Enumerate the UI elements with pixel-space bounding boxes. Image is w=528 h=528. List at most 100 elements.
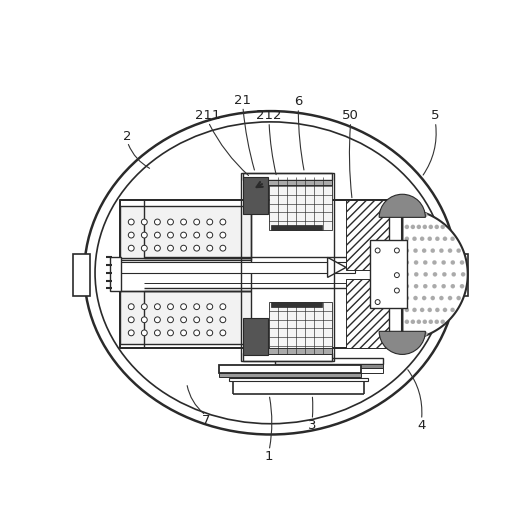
Circle shape — [207, 245, 213, 251]
Circle shape — [142, 330, 147, 336]
Circle shape — [181, 330, 186, 336]
Bar — [219, 373, 362, 377]
Circle shape — [181, 317, 186, 323]
Circle shape — [128, 245, 134, 251]
Text: 211: 211 — [195, 109, 221, 122]
Circle shape — [155, 317, 161, 323]
Circle shape — [405, 272, 409, 277]
Text: 4: 4 — [417, 419, 426, 432]
Circle shape — [128, 219, 134, 225]
Circle shape — [405, 332, 409, 336]
Bar — [241, 173, 334, 361]
Bar — [243, 353, 332, 361]
Bar — [271, 225, 322, 230]
Circle shape — [450, 237, 455, 241]
Circle shape — [167, 245, 173, 251]
Ellipse shape — [84, 111, 457, 435]
Circle shape — [443, 308, 447, 312]
Text: 7: 7 — [202, 414, 210, 427]
Circle shape — [142, 317, 147, 323]
Circle shape — [155, 232, 161, 238]
Circle shape — [220, 330, 226, 336]
Circle shape — [428, 308, 432, 312]
Bar — [243, 348, 332, 354]
Circle shape — [167, 317, 173, 323]
Circle shape — [414, 272, 418, 277]
Circle shape — [423, 260, 428, 265]
Circle shape — [451, 284, 455, 288]
Circle shape — [375, 248, 380, 253]
Circle shape — [207, 304, 213, 309]
Circle shape — [422, 296, 426, 300]
Circle shape — [417, 332, 421, 336]
Circle shape — [428, 237, 432, 241]
Bar — [219, 365, 362, 373]
Circle shape — [440, 319, 445, 324]
Ellipse shape — [95, 122, 446, 423]
Bar — [243, 177, 268, 214]
Circle shape — [405, 319, 409, 324]
Circle shape — [443, 237, 447, 241]
Circle shape — [142, 304, 147, 309]
Circle shape — [155, 330, 161, 336]
Circle shape — [408, 213, 412, 217]
Circle shape — [423, 213, 428, 217]
Circle shape — [181, 219, 186, 225]
Bar — [120, 290, 251, 344]
Text: 212: 212 — [256, 109, 282, 122]
Circle shape — [375, 299, 380, 305]
Circle shape — [431, 249, 435, 253]
Polygon shape — [402, 209, 468, 340]
Circle shape — [181, 245, 186, 251]
Circle shape — [435, 225, 439, 229]
Bar — [243, 173, 332, 181]
Circle shape — [220, 219, 226, 225]
Circle shape — [155, 245, 161, 251]
Circle shape — [420, 213, 425, 217]
Bar — [229, 378, 367, 381]
Circle shape — [207, 232, 213, 238]
Circle shape — [429, 225, 433, 229]
Bar — [275, 357, 383, 364]
Circle shape — [411, 332, 415, 336]
Bar — [346, 279, 391, 348]
Bar — [73, 254, 90, 296]
Bar — [275, 369, 383, 373]
Circle shape — [414, 284, 418, 288]
Circle shape — [433, 272, 437, 277]
Circle shape — [460, 260, 464, 265]
Circle shape — [423, 284, 428, 288]
Circle shape — [405, 308, 409, 312]
Text: 3: 3 — [308, 419, 316, 432]
Circle shape — [429, 319, 433, 324]
Circle shape — [194, 232, 200, 238]
Bar — [275, 364, 383, 369]
Circle shape — [450, 308, 455, 312]
Circle shape — [442, 272, 447, 277]
Circle shape — [220, 317, 226, 323]
Text: 6: 6 — [294, 96, 303, 108]
Circle shape — [422, 225, 427, 229]
Circle shape — [461, 272, 465, 277]
Circle shape — [432, 260, 437, 265]
Circle shape — [435, 308, 439, 312]
Circle shape — [405, 213, 409, 217]
Circle shape — [422, 319, 427, 324]
Circle shape — [194, 245, 200, 251]
Text: 5: 5 — [431, 109, 440, 122]
Circle shape — [441, 284, 446, 288]
Circle shape — [128, 330, 134, 336]
Circle shape — [457, 296, 461, 300]
Circle shape — [405, 249, 409, 253]
Circle shape — [413, 296, 418, 300]
Circle shape — [207, 317, 213, 323]
Bar — [120, 262, 354, 273]
Circle shape — [460, 284, 464, 288]
Circle shape — [167, 304, 173, 309]
Circle shape — [411, 213, 415, 217]
Bar — [120, 206, 251, 260]
Text: 50: 50 — [342, 109, 359, 122]
Circle shape — [194, 304, 200, 309]
Circle shape — [405, 225, 409, 229]
Circle shape — [414, 213, 418, 217]
